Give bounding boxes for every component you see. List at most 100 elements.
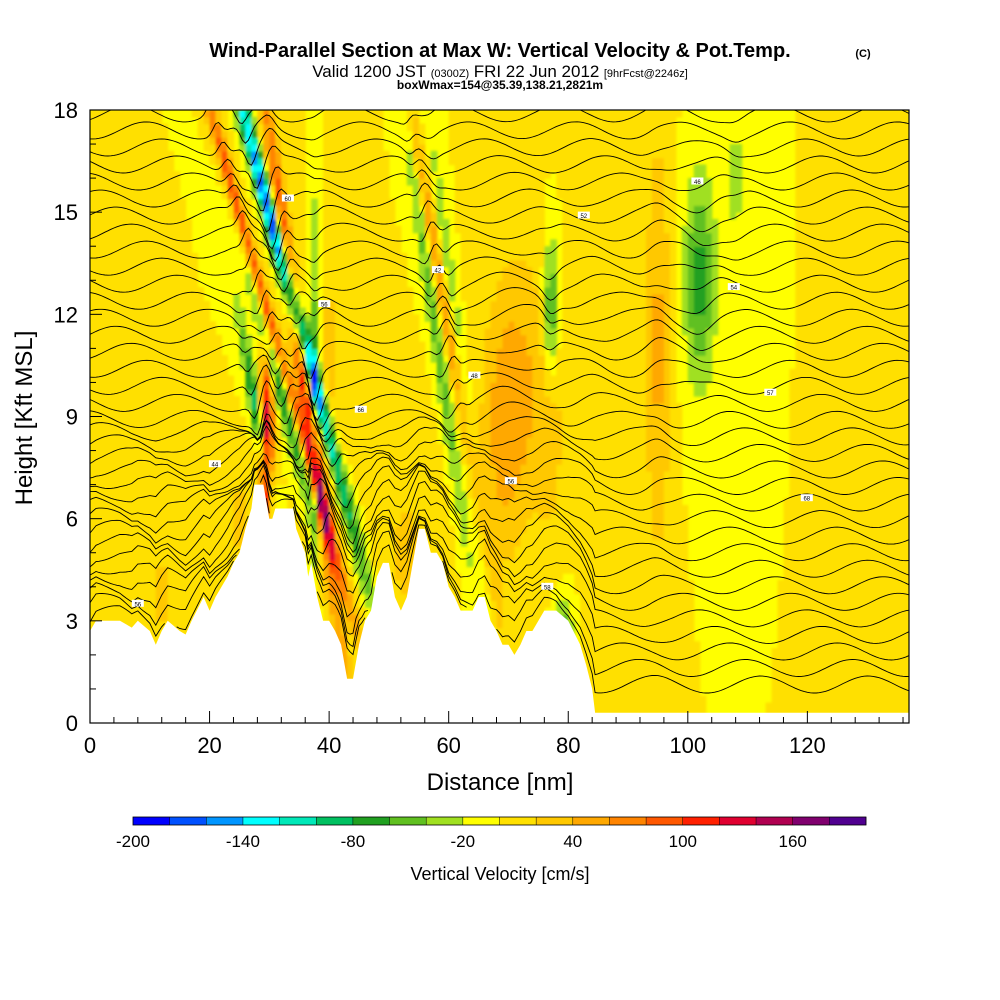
velocity-cell bbox=[323, 157, 330, 166]
velocity-cell bbox=[478, 164, 486, 172]
velocity-cell bbox=[257, 164, 264, 172]
velocity-cell bbox=[454, 389, 462, 397]
velocity-cell bbox=[281, 218, 288, 227]
velocity-cell bbox=[131, 314, 139, 322]
velocity-cell bbox=[376, 525, 384, 533]
velocity-cell bbox=[466, 253, 474, 261]
velocity-cell bbox=[299, 253, 306, 261]
velocity-cell bbox=[299, 436, 306, 445]
velocity-cell bbox=[311, 525, 318, 533]
velocity-cell bbox=[275, 157, 282, 166]
velocity-cell bbox=[418, 423, 426, 431]
velocity-cell bbox=[472, 450, 480, 458]
velocity-cell bbox=[101, 511, 109, 520]
velocity-cell bbox=[143, 198, 151, 206]
velocity-cell bbox=[281, 253, 288, 261]
velocity-cell bbox=[137, 253, 145, 261]
velocity-cell bbox=[275, 464, 282, 472]
velocity-cell bbox=[394, 239, 402, 247]
velocity-cell bbox=[478, 430, 486, 438]
velocity-cell bbox=[430, 484, 438, 493]
velocity-cell bbox=[95, 137, 103, 145]
velocity-cell bbox=[299, 239, 306, 247]
velocity-cell bbox=[269, 116, 276, 125]
velocity-cell bbox=[131, 212, 139, 220]
velocity-cell bbox=[131, 491, 139, 499]
velocity-cell bbox=[472, 470, 480, 479]
velocity-cell bbox=[418, 348, 426, 356]
velocity-cell bbox=[143, 280, 151, 288]
velocity-cell bbox=[466, 225, 474, 234]
velocity-cell bbox=[341, 355, 348, 363]
velocity-cell bbox=[137, 110, 145, 118]
velocity-cell bbox=[347, 396, 354, 404]
velocity-cell bbox=[305, 457, 312, 465]
velocity-cell bbox=[90, 450, 97, 458]
velocity-cell bbox=[382, 232, 390, 241]
velocity-cell bbox=[287, 116, 294, 125]
velocity-cell bbox=[107, 525, 115, 533]
velocity-cell bbox=[353, 416, 360, 424]
velocity-cell bbox=[161, 314, 169, 322]
velocity-cell bbox=[341, 130, 348, 138]
velocity-cell bbox=[329, 130, 336, 138]
velocity-cell bbox=[173, 484, 181, 493]
velocity-cell bbox=[424, 178, 432, 186]
velocity-cell bbox=[137, 144, 145, 152]
velocity-cell bbox=[341, 362, 348, 370]
velocity-cell bbox=[370, 191, 378, 200]
velocity-cell bbox=[95, 259, 103, 268]
forecast-info: [9hrFcst@2246z] bbox=[604, 68, 688, 80]
velocity-cell bbox=[484, 470, 492, 479]
velocity-cell bbox=[400, 491, 408, 499]
velocity-cell bbox=[239, 123, 247, 132]
velocity-cell bbox=[472, 348, 480, 356]
velocity-cell bbox=[394, 341, 402, 349]
velocity-cell bbox=[95, 300, 103, 309]
velocity-cell bbox=[155, 307, 163, 315]
velocity-cell bbox=[119, 273, 127, 281]
velocity-cell bbox=[335, 518, 342, 527]
velocity-cell bbox=[113, 362, 121, 370]
velocity-cell bbox=[353, 253, 360, 261]
velocity-cell bbox=[251, 396, 258, 404]
velocity-cell bbox=[388, 573, 396, 581]
velocity-cell bbox=[185, 423, 193, 431]
velocity-cell bbox=[143, 436, 151, 445]
velocity-cell bbox=[179, 198, 187, 206]
velocity-cell bbox=[101, 116, 109, 125]
velocity-cell bbox=[364, 579, 372, 588]
velocity-cell bbox=[113, 300, 121, 309]
velocity-cell bbox=[179, 375, 187, 384]
velocity-cell bbox=[406, 375, 414, 384]
velocity-cell bbox=[478, 457, 486, 465]
velocity-cell bbox=[227, 552, 235, 561]
velocity-cell bbox=[364, 477, 372, 486]
velocity-cell bbox=[269, 198, 276, 206]
velocity-cell bbox=[305, 389, 312, 397]
velocity-cell bbox=[329, 539, 336, 547]
velocity-cell bbox=[311, 436, 318, 445]
velocity-cell bbox=[143, 545, 151, 554]
velocity-cell bbox=[364, 355, 372, 363]
velocity-cell bbox=[424, 266, 432, 275]
velocity-cell bbox=[233, 184, 241, 193]
velocity-cell bbox=[149, 484, 157, 493]
velocity-cell bbox=[95, 464, 103, 472]
velocity-cell bbox=[382, 409, 390, 418]
velocity-cell bbox=[311, 239, 318, 247]
velocity-cell bbox=[191, 321, 199, 329]
velocity-cell bbox=[376, 389, 384, 397]
velocity-cell bbox=[329, 573, 336, 581]
velocity-cell bbox=[227, 205, 235, 213]
valid-utc: (0300Z) bbox=[431, 68, 470, 80]
velocity-cell bbox=[275, 116, 282, 125]
velocity-cell bbox=[119, 137, 127, 145]
velocity-cell bbox=[203, 470, 211, 479]
velocity-cell bbox=[305, 314, 312, 322]
velocity-cell bbox=[466, 464, 474, 472]
velocity-cell bbox=[311, 559, 318, 567]
velocity-cell bbox=[167, 341, 175, 349]
velocity-cell bbox=[400, 423, 408, 431]
velocity-cell bbox=[364, 348, 372, 356]
